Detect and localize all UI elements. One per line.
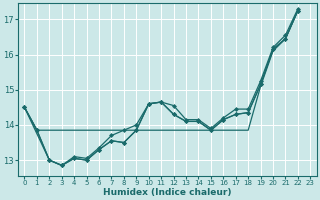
X-axis label: Humidex (Indice chaleur): Humidex (Indice chaleur) — [103, 188, 232, 197]
